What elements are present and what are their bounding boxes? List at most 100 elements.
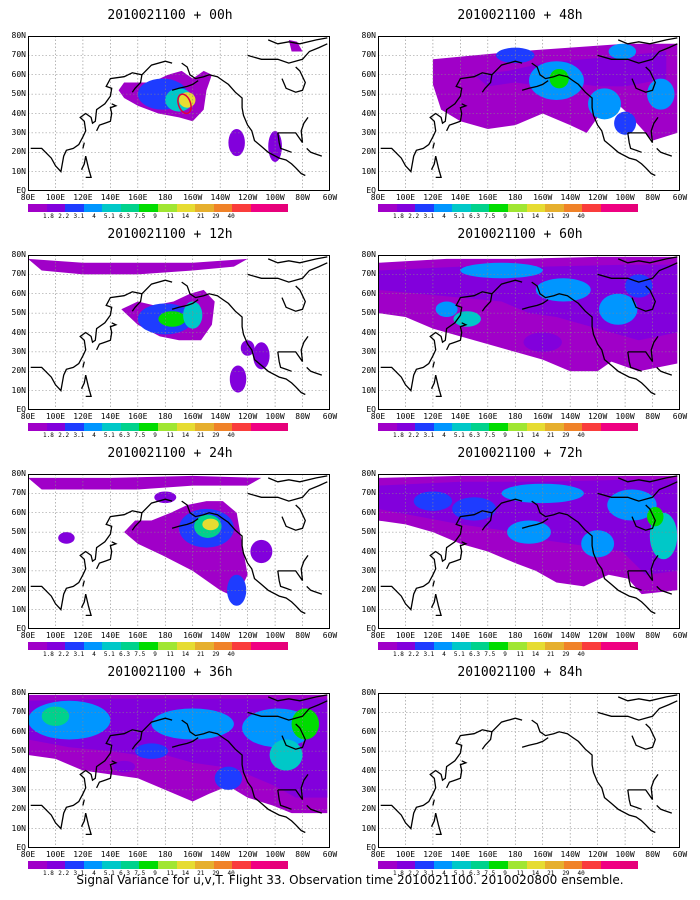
coastline [80,374,92,398]
colorbar-label: 9 [503,651,507,658]
variance-contour [460,262,543,279]
coastline [30,279,173,392]
colorbar-swatch [46,423,66,431]
coastline [432,142,435,149]
longitude-label: 60W [322,193,338,202]
latitude-label: 10N [361,385,376,395]
colorbar-label: 4 [92,213,96,220]
map-frame [378,474,680,629]
coastline [131,512,143,531]
longitude-label: 60W [672,850,688,859]
latitude-label: 60N [11,507,26,517]
colorbar-label: 29 [212,432,220,439]
longitude-label: 80E [20,631,36,640]
map-plot [378,693,680,848]
colorbar-label: 6.3 [469,870,480,877]
coastline [446,760,468,789]
colorbar-label: 2.2 [408,432,420,439]
colorbar-label: 2.2 [58,870,70,877]
latitude-label: EQ [16,843,26,852]
colorbar: 1.8 2.2 3.1 4 5.1 6.3 7.5 9 11 14 21 29 40 [378,642,639,662]
coastline [656,804,673,814]
colorbar-label: 6.3 [119,870,130,877]
flight-track-marker [177,93,192,115]
longitude-label: 80E [20,412,36,421]
longitude-label: 80W [295,193,310,202]
colorbar-label: 1.8 [43,213,54,220]
map-frame [28,36,330,191]
latitude-label: 60N [361,507,376,517]
map-panel: 2010021100 + 00h 80N 70N 60N 50N 40N 30N 20N 10N… [0,8,340,223]
colorbar-label: 9 [153,870,157,877]
longitude-label: 140E [100,412,120,421]
colorbar-label: 1.8 [43,870,54,877]
colorbar-label: 14 [531,432,540,439]
colorbar-label: 6.3 [469,651,480,658]
map-plot [28,36,330,191]
figure-caption: Signal Variance for u,v,T. Flight 33. Ob… [76,873,624,887]
variance-contour [228,129,245,157]
variance-contour [581,530,615,558]
longitude-label: 100E [395,850,416,859]
colorbar-label: 5.1 [453,870,465,877]
colorbar-swatch [489,204,509,212]
colorbar-label: 5.1 [103,432,115,439]
colorbar-swatch [508,642,527,650]
longitude-label: 80W [645,193,660,202]
colorbar-label: 21 [547,213,555,220]
coastline [171,518,199,529]
coastline [267,37,328,45]
coastline [380,498,523,611]
contour-map: 80N 70N 60N 50N 40N 30N 20N 10N EQ 80E 100E 120E 140… [362,32,688,202]
longitude-label: 120E [423,193,443,202]
latitude-label: 70N [11,707,26,717]
colorbar-label: 29 [212,213,220,220]
coastline [597,700,678,721]
colorbar-label: 11 [516,870,524,877]
latitude-label: 40N [361,327,376,337]
colorbar-label: 5.1 [453,432,465,439]
colorbar-label: 11 [166,213,174,220]
coastline [430,593,442,617]
longitude-label: 120W [237,631,258,640]
coastline [306,147,323,157]
colorbar-swatch [415,861,434,869]
longitude-label: 100E [45,850,66,859]
colorbar-swatch [120,861,140,869]
coastline [171,80,199,91]
variance-contour [158,311,186,327]
longitude-label: 100W [615,412,635,421]
colorbar-swatch [452,423,471,431]
colorbar-swatch [489,423,509,431]
coastline [281,504,307,531]
colorbar-swatch [158,861,177,869]
latitude-label: 20N [361,147,376,157]
colorbar-swatch [396,423,416,431]
colorbar-swatch [46,861,66,869]
coastline [306,366,323,376]
colorbar-swatch [250,861,270,869]
colorbar-label: 2.2 [58,651,70,658]
colorbar-label: 21 [547,870,555,877]
latitude-label: EQ [16,405,26,414]
colorbar-swatch [563,861,583,869]
latitude-label: 30N [361,127,376,137]
colorbar-swatch [176,861,196,869]
colorbar-label: 3.1 [73,651,85,658]
latitude-label: 80N [11,31,26,40]
coastline [597,481,678,502]
colorbar-swatch [452,204,471,212]
colorbar-swatch [158,423,177,431]
coastline [521,299,549,310]
colorbar-label: 11 [166,651,174,658]
latitude-label: 80N [11,688,26,697]
colorbar-swatch [582,861,601,869]
latitude-label: 70N [361,50,376,60]
coastline [617,37,678,45]
latitude-label: 40N [11,765,26,775]
colorbar-label: 7.5 [134,213,146,220]
longitude-label: 100W [615,631,635,640]
colorbar-swatch [269,861,289,869]
colorbar-label: 21 [197,651,205,658]
colorbar-label: 7.5 [484,870,496,877]
